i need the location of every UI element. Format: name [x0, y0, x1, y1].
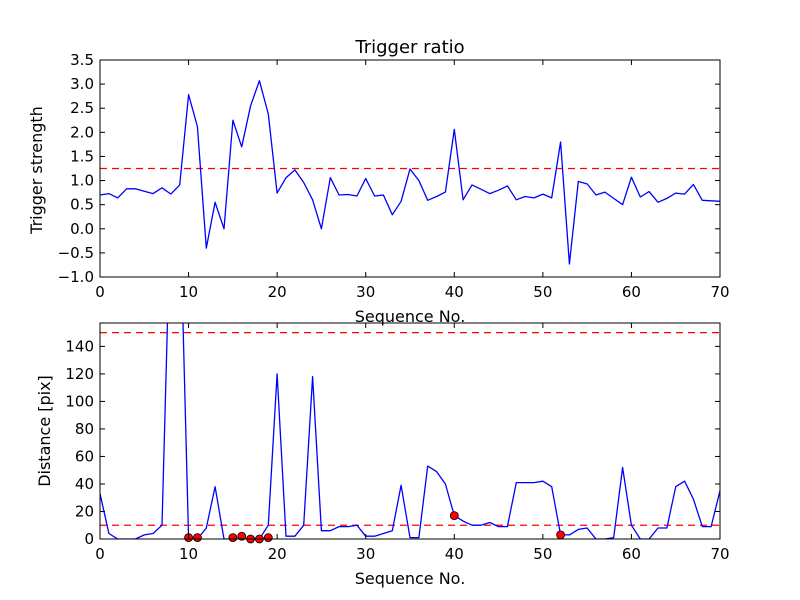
y-tick-label: 120	[65, 365, 94, 383]
data-marker	[263, 533, 273, 543]
y-tick-label: 3.0	[70, 75, 94, 93]
y-axis-label: Trigger strength	[27, 106, 46, 235]
x-tick-label: 50	[533, 283, 552, 301]
x-tick-label: 40	[445, 283, 464, 301]
x-tick-label: 20	[268, 545, 287, 563]
y-tick-label: 60	[75, 447, 94, 465]
x-tick-label: 70	[710, 545, 729, 563]
data-marker	[228, 533, 238, 543]
x-tick-label: 10	[179, 545, 198, 563]
x-tick-label: 20	[268, 283, 287, 301]
y-tick-label: −1.0	[58, 268, 94, 286]
data-marker	[237, 531, 247, 541]
y-axis-label: Distance [pix]	[35, 375, 54, 487]
x-axis-label: Sequence No.	[355, 307, 466, 326]
data-marker	[449, 511, 459, 521]
x-tick-label: 30	[356, 545, 375, 563]
data-layer	[100, 80, 720, 265]
plot-area: 0 10 20 30 40 50 60 70 0 20 40 60 80 100 120 140	[65, 322, 730, 563]
data-layer	[100, 323, 720, 539]
x-tick-label: 10	[179, 283, 198, 301]
plot-area: 0 10 20 30 40 50 60 70 −1.0 −0.5 0.0 0.5 1.0 1.5 2.0 2.…	[58, 51, 730, 301]
series-line	[100, 323, 720, 539]
y-tick-label: 0.0	[70, 220, 94, 238]
y-tick-label: −0.5	[58, 244, 94, 262]
x-tick-label: 40	[445, 545, 464, 563]
data-marker	[556, 530, 565, 540]
y-tick-label: 140	[65, 337, 94, 355]
y-tick-label: 1.0	[70, 172, 94, 190]
x-tick-label: 60	[622, 283, 641, 301]
y-tick-label: 100	[65, 392, 94, 410]
x-axis-label: Sequence No.	[355, 569, 466, 588]
y-tick-label: 20	[75, 502, 94, 520]
y-tick-label: 1.5	[70, 147, 94, 165]
x-tick-label: 0	[95, 545, 105, 563]
distance-chart: 0 10 20 30 40 50 60 70 0 20 40 60 80 100 120 140 Sequen…	[35, 322, 730, 588]
x-tick-label: 70	[710, 283, 729, 301]
y-tick-label: 0.5	[70, 196, 94, 214]
chart-title: Trigger ratio	[354, 37, 464, 58]
x-tick-label: 0	[95, 283, 105, 301]
axes-frame	[99, 322, 721, 540]
x-tick-label: 50	[533, 545, 552, 563]
y-tick-label: 3.5	[70, 51, 94, 69]
x-tick-label: 30	[356, 283, 375, 301]
y-tick-label: 2.0	[70, 123, 94, 141]
y-tick-label: 0	[84, 530, 94, 548]
trigger-ratio-chart: Trigger ratio 0 10 20 30 40 50 60 70 −1.0 −0.5 0.0…	[27, 37, 730, 326]
y-tick-label: 2.5	[70, 99, 94, 117]
y-tick-label: 80	[75, 420, 94, 438]
series-line	[100, 80, 720, 265]
x-tick-label: 60	[622, 545, 641, 563]
data-marker	[193, 533, 202, 543]
axes-frame	[99, 59, 721, 278]
y-tick-label: 40	[75, 475, 94, 493]
